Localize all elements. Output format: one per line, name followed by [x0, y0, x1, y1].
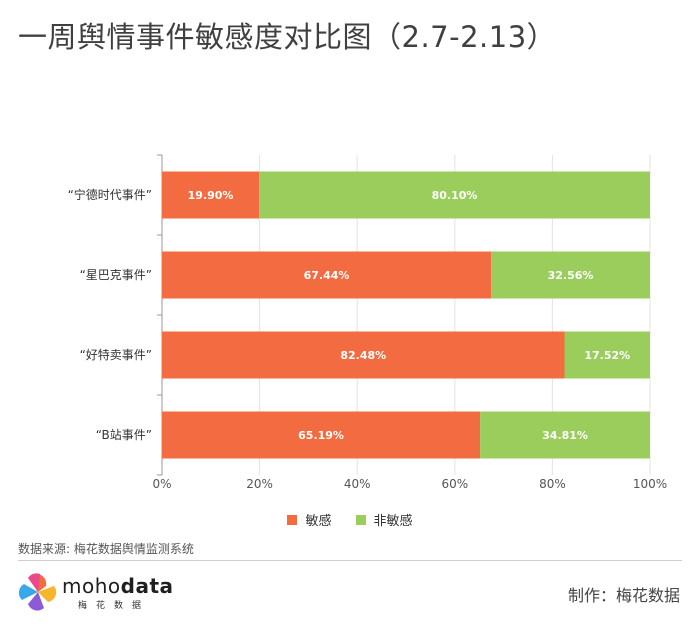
x-tick-label: 80%: [539, 477, 566, 491]
bar-segment-non-sensitive: [259, 171, 650, 219]
bar-segment-sensitive: [162, 171, 260, 219]
bar-segment-non-sensitive: [564, 331, 650, 379]
y-category-label: “B站事件”: [96, 428, 152, 442]
bar-segment-sensitive: [162, 331, 565, 379]
data-label: 17.52%: [584, 349, 630, 362]
data-label: 82.48%: [340, 349, 386, 362]
logo-subtitle: 梅花数据: [78, 601, 151, 611]
data-label: 32.56%: [548, 269, 594, 282]
chart-legend: 敏感 非敏感: [0, 510, 700, 529]
bar-segment-sensitive: [162, 251, 492, 299]
data-label: 34.81%: [542, 429, 588, 442]
legend-swatch-non-sensitive: [355, 514, 366, 525]
y-category-label: “星巴克事件”: [80, 268, 152, 282]
pinwheel-logo-icon: [18, 573, 57, 611]
y-category-label: “宁德时代事件”: [68, 187, 152, 202]
chart-title: 一周舆情事件敏感度对比图（2.7-2.13）: [18, 20, 557, 54]
mohodata-logo: mohodata 梅花数据: [18, 572, 178, 614]
logo-word-bold: data: [120, 574, 174, 598]
x-tick-label: 20%: [246, 477, 273, 491]
bar-segment-sensitive: [162, 411, 481, 459]
data-label: 80.10%: [432, 189, 478, 202]
logo-wordmark: mohodata: [62, 574, 174, 598]
x-tick-label: 0%: [152, 477, 171, 491]
legend-item-sensitive: 敏感: [287, 510, 332, 529]
logo-word-light: moho: [62, 574, 121, 598]
bar-segment-non-sensitive: [491, 251, 650, 299]
data-source-note: 数据来源: 梅花数据舆情监测系统: [18, 542, 194, 556]
legend-label-sensitive: 敏感: [305, 514, 332, 529]
data-label: 67.44%: [304, 269, 350, 282]
legend-item-non-sensitive: 非敏感: [355, 510, 413, 529]
x-tick-label: 40%: [344, 477, 371, 491]
legend-label-non-sensitive: 非敏感: [373, 514, 413, 529]
data-label: 19.90%: [188, 189, 234, 202]
stacked-bar-chart: 0% 20% 40% 60% 80% 100% “宁德时代事件” 19.90% 80.10% “星…: [68, 154, 667, 491]
credit-text: 制作：梅花数据: [567, 586, 680, 605]
bar-segment-non-sensitive: [480, 411, 650, 459]
legend-swatch-sensitive: [287, 514, 298, 525]
y-category-label: “好特卖事件”: [80, 347, 152, 362]
x-tick-label: 60%: [441, 477, 468, 491]
x-tick-label: 100%: [633, 477, 667, 491]
data-label: 65.19%: [298, 429, 344, 442]
footer-divider: [18, 560, 682, 561]
